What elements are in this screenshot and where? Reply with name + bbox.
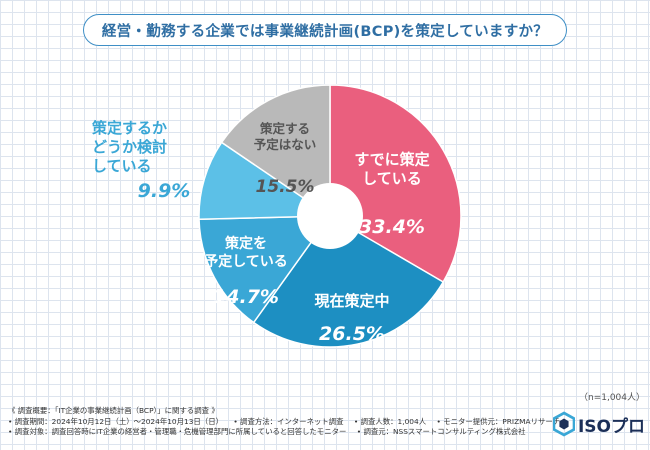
slice-label-already-planned: すでに策定: [354, 150, 429, 168]
slice-in-progress: [252, 215, 445, 348]
isopro-logo: ISOプロ: [553, 410, 645, 438]
slice-no-plans: [220, 84, 331, 218]
slice-label-no-plans: 策定する: [260, 121, 310, 136]
slice-planning-to: [198, 215, 332, 324]
slice-considering: [198, 141, 333, 221]
survey-target-row: • 調査対象：調査回答時にIT企業の経営者・管理職・危機管理部門に所属していると…: [8, 427, 548, 438]
slice-value-planning-to: 14.7%: [213, 286, 279, 308]
slice-label-considering: 策定するか: [91, 119, 167, 137]
survey-organizer: • 調査元：NSSスマートコンサルティング株式会社: [356, 427, 526, 436]
slice-value-no-plans: 15.5%: [256, 177, 315, 197]
survey-summary: 《 調査概要：「IT企業の事業継続計画（BCP）」に関する調査 》 • 調査期間…: [8, 406, 560, 438]
slice-label-considering: どうか検討: [92, 138, 167, 156]
hexagon-logo-icon: [553, 411, 575, 437]
sample-size-note: （n=1,004人）: [579, 393, 646, 403]
slice-label-considering: している: [92, 157, 152, 175]
slice-label-planning-to: 策定を: [224, 235, 267, 252]
slice-value-in-progress: 26.5%: [319, 323, 385, 345]
slice-already-planned: [329, 84, 462, 283]
survey-respondents: • 調査人数：1,004人: [353, 416, 427, 426]
survey-summary-heading: 《 調査概要：「IT企業の事業継続計画（BCP）」に関する調査 》: [8, 406, 219, 415]
survey-target: • 調査対象：調査回答時にIT企業の経営者・管理職・危機管理部門に所属していると…: [8, 427, 347, 436]
slice-label-planning-to: 予定している: [204, 253, 288, 270]
logo-text: ISOプロ: [577, 416, 645, 437]
chart-title: 経営・勤務する企業では事業継続計画(BCP)を策定していますか？: [101, 23, 549, 40]
slice-label-already-planned: している: [362, 170, 422, 188]
slice-label-no-plans: 予定はない: [254, 137, 317, 152]
chart-title-box: 経営・勤務する企業では事業継続計画(BCP)を策定していますか？: [83, 14, 567, 46]
survey-method: • 調査方法：インターネット調査: [233, 416, 344, 426]
survey-monitor-provider: • モニター提供元：PRIZMAリサーチ: [436, 416, 561, 426]
slice-value-considering: 9.9%: [138, 180, 191, 202]
donut-hole: [297, 183, 363, 249]
slice-value-already-planned: 33.4%: [359, 216, 425, 238]
slice-label-in-progress: 現在策定中: [314, 292, 389, 310]
survey-details-row: • 調査期間：2024年10月12日（土）～2024年10月13日（日） • 調…: [8, 416, 560, 428]
survey-period: • 調査期間：2024年10月12日（土）～2024年10月13日（日）: [8, 416, 223, 426]
